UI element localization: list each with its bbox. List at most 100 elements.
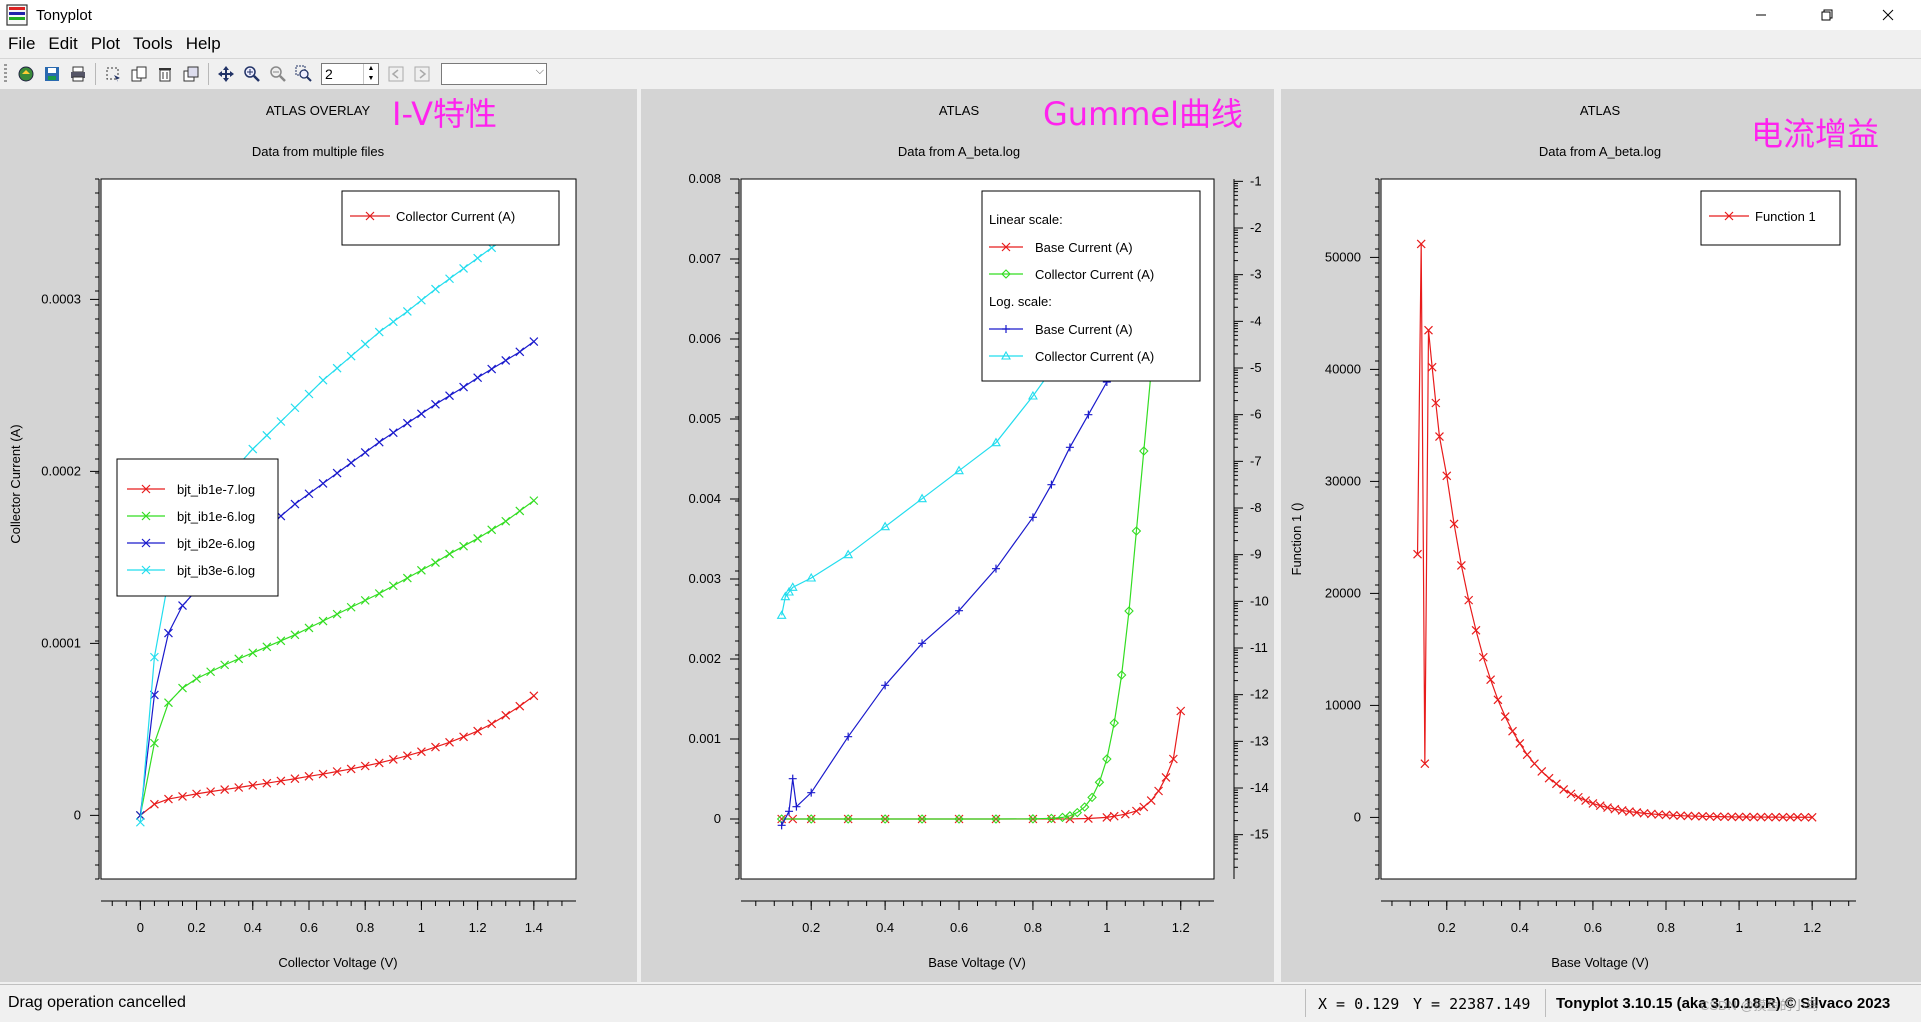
menu-file[interactable]: File: [8, 34, 36, 53]
chevron-down-icon: ⌵: [535, 65, 544, 77]
legend-marker: [141, 511, 151, 521]
y-axis: 0 10000 20000 30000 40000 50000: [1325, 178, 1380, 880]
current-gain-panel[interactable]: ATLAS Data from A_beta.log 电流增益 0.2 0.4 0.6 0.…: [1281, 89, 1921, 982]
y-tick-label: 0.0001: [41, 635, 81, 650]
data-point: [304, 771, 314, 781]
save-button[interactable]: [41, 63, 63, 85]
restore-icon: [1821, 9, 1833, 21]
legend-label: bjt_ib1e-7.log: [177, 482, 255, 497]
chart-annotation: I-V特性: [392, 95, 497, 133]
zoom-out-button[interactable]: [267, 63, 289, 85]
open-icon: [18, 66, 34, 82]
toolbar-grip[interactable]: [4, 64, 7, 84]
y2-tick-label: -12: [1250, 687, 1269, 702]
data-point: [954, 465, 964, 475]
y2-tick-label: -8: [1250, 500, 1262, 515]
menu-help[interactable]: Help: [185, 34, 221, 53]
menu-tools[interactable]: Tools: [133, 34, 173, 53]
menu-edit[interactable]: Edit: [48, 34, 78, 53]
open-button[interactable]: [15, 63, 37, 85]
data-point: [487, 364, 497, 374]
y-axis: 0 0.001 0.002 0.003 0.004 0.005 0.006 0.007 0.00…: [688, 171, 740, 880]
y-axis-label: Function 1 (): [1289, 503, 1304, 576]
data-point: [276, 776, 286, 786]
menu-plot[interactable]: Plot: [90, 34, 120, 53]
plot-select-dropdown[interactable]: ⌵: [441, 63, 547, 85]
data-point: [1427, 362, 1437, 372]
close-button[interactable]: [1860, 0, 1916, 30]
y2-tick-label: -4: [1250, 313, 1262, 328]
data-point: [1778, 812, 1788, 822]
data-point: [459, 382, 468, 392]
print-button[interactable]: [67, 63, 89, 85]
zoom-box-button[interactable]: [293, 63, 315, 85]
data-point: [332, 363, 342, 373]
y2-tick-label: -2: [1250, 220, 1262, 235]
legend-top: Function 1: [1700, 190, 1841, 246]
prev-icon: [388, 66, 404, 82]
chart-annotation: Gummel曲线: [1043, 95, 1243, 133]
data-point: [1551, 779, 1561, 789]
data-point: [529, 691, 539, 701]
data-point: [529, 496, 539, 506]
gummel-panel[interactable]: ATLAS Data from A_beta.log Gummel曲线 0.2 0.4 0…: [641, 89, 1274, 982]
next-icon: [414, 66, 430, 82]
data-point: [1424, 325, 1433, 335]
data-point: [1763, 812, 1773, 822]
y2-tick-label: -5: [1250, 360, 1262, 375]
y-tick-label: 20000: [1325, 585, 1361, 600]
status-bar: Drag operation cancelled X = 0.129 Y = 2…: [0, 984, 1921, 1022]
data-point: [248, 780, 258, 790]
copy-button[interactable]: [128, 63, 150, 85]
prev-plot-button[interactable]: [385, 63, 407, 85]
data-point: [416, 295, 426, 305]
data-point: [1654, 810, 1664, 819]
zoom-in-button[interactable]: [241, 63, 263, 85]
data-point: [1668, 810, 1678, 820]
data-point: [346, 764, 356, 774]
data-point: [290, 499, 300, 509]
data-point: [402, 751, 412, 761]
close-icon: [1882, 9, 1894, 21]
y2-tick-label: -6: [1250, 407, 1262, 422]
series-0: [135, 691, 539, 820]
select-button[interactable]: [102, 63, 124, 85]
data-point: [262, 430, 272, 440]
x-tick-label: 1: [1735, 920, 1742, 935]
data-point: [991, 564, 1000, 573]
pan-icon: [218, 66, 234, 82]
data-point: [1625, 807, 1634, 817]
data-point: [445, 549, 454, 559]
legend-header: Linear scale:: [989, 212, 1063, 227]
zoom-level-input[interactable]: [322, 65, 366, 83]
minimize-button[interactable]: [1733, 0, 1789, 30]
x-tick-label: 1: [418, 920, 425, 935]
data-point: [1139, 446, 1149, 456]
pan-button[interactable]: [215, 63, 237, 85]
data-point: [1522, 750, 1532, 760]
plot-area[interactable]: [1380, 178, 1857, 880]
zoom-box-icon: [295, 65, 312, 82]
data-point: [234, 654, 244, 664]
delete-button[interactable]: [154, 63, 176, 85]
data-point: [1413, 549, 1422, 559]
zoom-spin-arrows[interactable]: ▲ ▼: [363, 64, 378, 84]
data-point: [1793, 812, 1802, 822]
data-point: [515, 506, 525, 516]
data-point: [1720, 812, 1729, 822]
data-point: [304, 389, 314, 399]
legend-label: Collector Current (A): [396, 209, 515, 224]
iv-overlay-panel[interactable]: ATLAS OVERLAY Data from multiple files I-V…: [0, 89, 637, 982]
data-point: [1131, 806, 1141, 816]
data-point: [1146, 796, 1156, 806]
zoom-level-spinbox[interactable]: ▲▼: [321, 63, 379, 85]
restore-button[interactable]: [1799, 0, 1855, 30]
next-plot-button[interactable]: [411, 63, 433, 85]
data-point: [473, 373, 483, 383]
x-tick-label: 0.6: [300, 920, 318, 935]
select-icon: [106, 67, 120, 82]
x-tick-label: 0.4: [244, 920, 262, 935]
data-point: [1478, 652, 1488, 662]
data-point: [1094, 777, 1105, 787]
overlay-button[interactable]: [180, 63, 202, 85]
